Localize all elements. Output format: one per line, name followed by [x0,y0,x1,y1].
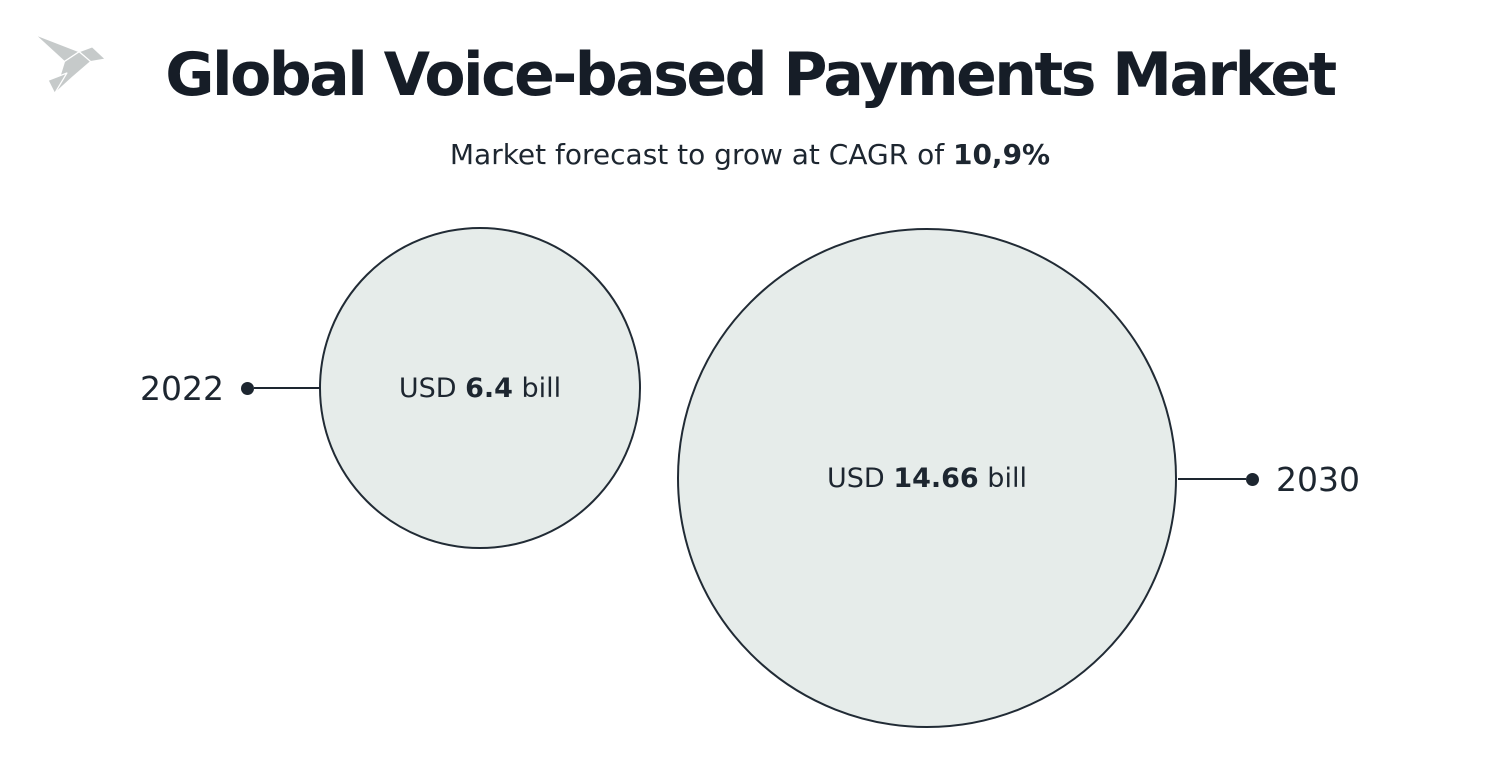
origami-bird-logo [34,33,106,95]
bubble-2030-value-prefix: USD [827,462,894,494]
bubble-2022-value-prefix: USD [398,372,466,404]
bubble-2022-value-suffix: bill [512,372,562,404]
callout-line-2030 [1178,478,1247,480]
callout-dot-2022 [240,381,254,395]
callout-dot-2030 [1246,472,1260,486]
callout-2030: 2030 [1178,458,1360,500]
bubble-2030-value-number: 14.66 [893,462,979,494]
bubble-2030: USD 14.66 bill [677,228,1177,728]
bubble-2022-value-label: USD 6.4 bill [399,373,561,404]
year-label-2022: 2022 [140,368,224,408]
bubble-2030-value-label: USD 14.66 bill [827,463,1027,494]
subtitle-text: Market forecast to grow at CAGR of [449,138,953,171]
subtitle: Market forecast to grow at CAGR of 10,9% [0,138,1500,171]
page-title: Global Voice-based Payments Market [165,40,1337,110]
year-label-2030: 2030 [1276,459,1360,499]
subtitle-cagr-value: 10,9% [952,138,1051,171]
bubble-2022: USD 6.4 bill [319,227,641,549]
bird-tail-shape [47,72,68,95]
bubble-2030-value-suffix: bill [978,462,1027,494]
callout-line-2022 [253,387,320,389]
bubble-2022-value-number: 6.4 [465,372,513,404]
callout-2022: 2022 [140,367,320,409]
